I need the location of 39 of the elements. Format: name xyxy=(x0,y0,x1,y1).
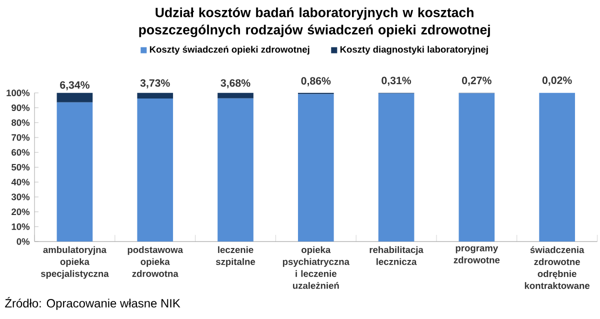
bar xyxy=(137,93,174,99)
bar xyxy=(539,93,575,242)
x-tick-label: podstawowa opieka zdrowotna xyxy=(128,246,184,278)
y-tick-label: 50% xyxy=(12,164,30,171)
data-label: 0,86% xyxy=(301,77,331,86)
bar xyxy=(378,94,414,242)
data-label: 0,27% xyxy=(462,76,492,86)
bar xyxy=(298,94,334,242)
x-tick-label: ambulatoryjna opieka specjalistyczna xyxy=(40,246,109,280)
y-tick-label: 10% xyxy=(12,224,30,230)
data-label: 6,34% xyxy=(60,81,90,91)
chart-title: Udział kosztów badań laboratoryjnych w kosztach poszczególnych rodzajów świadczeń opieki zdrowotnej xyxy=(139,8,490,38)
x-tick-label: leczenie szpitalne xyxy=(216,246,256,268)
bar xyxy=(218,93,254,99)
bar xyxy=(56,93,93,103)
y-tick-label: 40% xyxy=(11,179,30,186)
x-tick-label: rehabilitacja lecznicza xyxy=(370,246,424,266)
y-tick-label: 60% xyxy=(12,149,30,156)
bar xyxy=(137,98,174,242)
bar xyxy=(56,102,93,242)
legend-label: Koszty świadczeń opieki zdrowotnej xyxy=(150,46,310,55)
data-label: 0,31% xyxy=(382,76,412,86)
text: Źródło: Opracowanie własne NIK xyxy=(5,297,180,310)
bar xyxy=(218,98,254,242)
legend-label: Koszty diagnostyki laboratoryjnej xyxy=(340,46,488,55)
y-tick-label: 20% xyxy=(12,208,30,216)
y-tick-label: 100% xyxy=(6,90,30,96)
y-tick-label: 30% xyxy=(11,194,30,200)
y-tick-label: 0% xyxy=(16,238,30,246)
x-tick-label: opieka psychiatryczna i leczenie uzależnień xyxy=(282,246,350,290)
data-label: 3,73% xyxy=(140,80,170,89)
bar xyxy=(458,94,495,242)
x-tick-label: programy zdrowotne xyxy=(454,246,500,264)
y-tick-label: 70% xyxy=(12,134,30,142)
x-tick-label: świadczenia zdrowotne odrębnie kontraktowane xyxy=(524,246,590,290)
data-label: 3,68% xyxy=(220,79,250,89)
y-tick-label: 80% xyxy=(12,120,30,126)
y-tick-label: 90% xyxy=(12,104,30,112)
data-label: 0,02% xyxy=(542,76,572,86)
